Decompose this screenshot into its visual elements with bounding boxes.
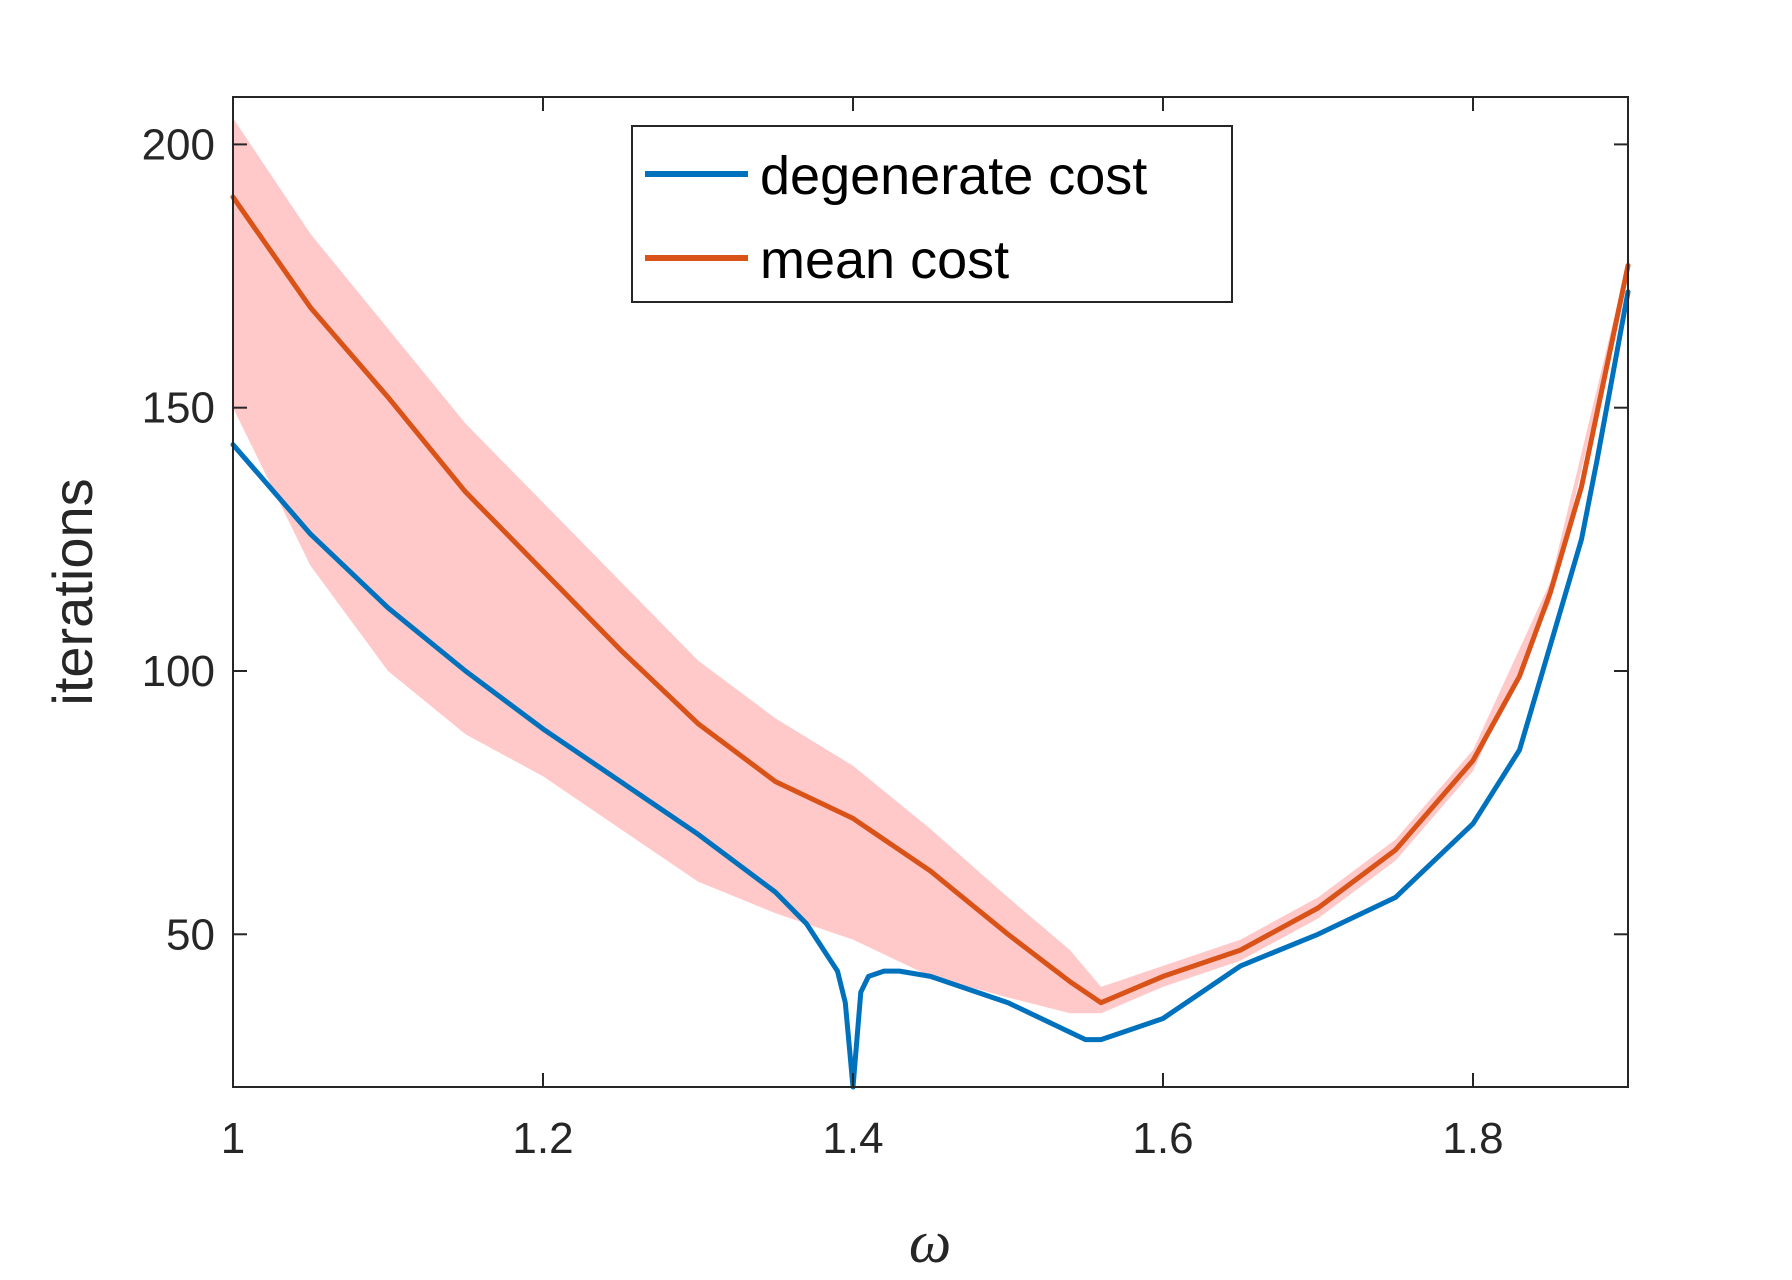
y-tick-label: 50	[166, 910, 215, 959]
series-line-mean-cost	[230, 194, 1631, 1006]
x-tick-label: 1.4	[822, 1114, 883, 1163]
legend-box	[631, 125, 1233, 303]
y-axis-label: iterations	[41, 478, 104, 705]
plot-frame	[232, 96, 1629, 1088]
legend-label-mean-cost: mean cost	[760, 230, 1009, 290]
x-tick-label: 1.2	[512, 1114, 573, 1163]
y-tick-label: 150	[142, 384, 215, 433]
series-lines	[230, 194, 1631, 1090]
legend-label-degenerate-cost: degenerate cost	[760, 146, 1147, 206]
mean-cost-range-band	[233, 118, 1628, 1014]
legend: degenerate cost mean cost	[631, 125, 1233, 303]
x-tick-labels: 1 1.2 1.4 1.6 1.8	[221, 1114, 1504, 1163]
y-tick-label: 100	[142, 647, 215, 696]
x-tick-label: 1	[221, 1114, 245, 1163]
band-area	[233, 118, 1628, 1014]
axis-ticks	[232, 97, 1628, 1087]
x-axis-label: ω	[909, 1209, 951, 1275]
y-tick-label: 200	[142, 120, 215, 169]
x-tick-label: 1.8	[1442, 1114, 1503, 1163]
series-line-degenerate-cost	[230, 289, 1631, 1090]
x-tick-label: 1.6	[1132, 1114, 1193, 1163]
y-tick-labels: 50 100 150 200	[142, 120, 215, 959]
